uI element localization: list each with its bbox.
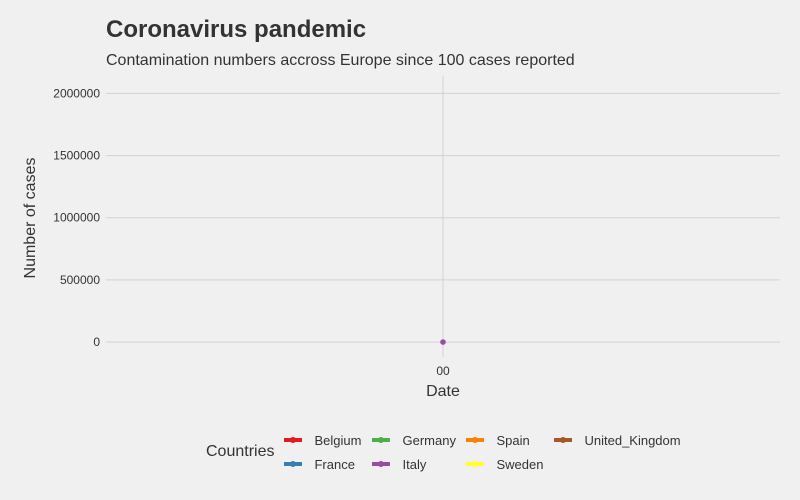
y-tick-label: 2000000 — [53, 86, 100, 100]
legend-item-belgium: Belgium — [284, 428, 372, 452]
legend-label-italy: Italy — [402, 456, 427, 472]
legend-key-united-kingdom — [554, 431, 573, 449]
legend-label-belgium: Belgium — [314, 432, 362, 448]
x-tick-labels: 00 — [436, 364, 450, 378]
chart-subtitle: Contamination numbers accross Europe sin… — [106, 52, 575, 69]
legend-label-spain: Spain — [496, 432, 530, 448]
legend-item-italy: Italy — [372, 452, 466, 476]
legend-label-united-kingdom: United_Kingdom — [584, 432, 681, 448]
legend-key-germany — [372, 431, 391, 449]
y-tick-label: 1000000 — [53, 211, 100, 225]
legend-items: Belgium France Germany Italy Spain Sweden Unit… — [284, 428, 684, 476]
y-tick-label: 0 — [93, 335, 100, 349]
legend-key-spain — [466, 431, 485, 449]
legend: Countries Belgium France Germany Italy Spain… — [206, 428, 684, 476]
legend-item-germany: Germany — [372, 428, 466, 452]
legend-item-united-kingdom: United_Kingdom — [554, 428, 684, 452]
y-tick-labels: 0 500000 1000000 1500000 2000000 — [53, 86, 100, 349]
legend-key-sweden — [466, 455, 485, 473]
legend-label-germany: Germany — [402, 432, 456, 448]
legend-key-france — [284, 455, 303, 473]
x-tick-label: 00 — [436, 364, 450, 378]
y-tick-label: 500000 — [60, 273, 100, 287]
legend-key-belgium — [284, 431, 303, 449]
legend-label-france: France — [314, 456, 355, 472]
legend-item-sweden: Sweden — [466, 452, 554, 476]
series-marks — [440, 339, 446, 345]
legend-item-france: France — [284, 452, 372, 476]
legend-item-spain: Spain — [466, 428, 554, 452]
y-axis-label: Number of cases — [22, 158, 39, 279]
y-tick-label: 1500000 — [53, 149, 100, 163]
legend-key-italy — [372, 455, 391, 473]
x-axis-label: Date — [426, 383, 460, 400]
grid-lines — [106, 76, 780, 357]
legend-label-sweden: Sweden — [496, 456, 544, 472]
legend-title: Countries — [206, 443, 275, 460]
chart-title: Coronavirus pandemic — [106, 16, 367, 43]
data-point-italy — [440, 339, 446, 345]
